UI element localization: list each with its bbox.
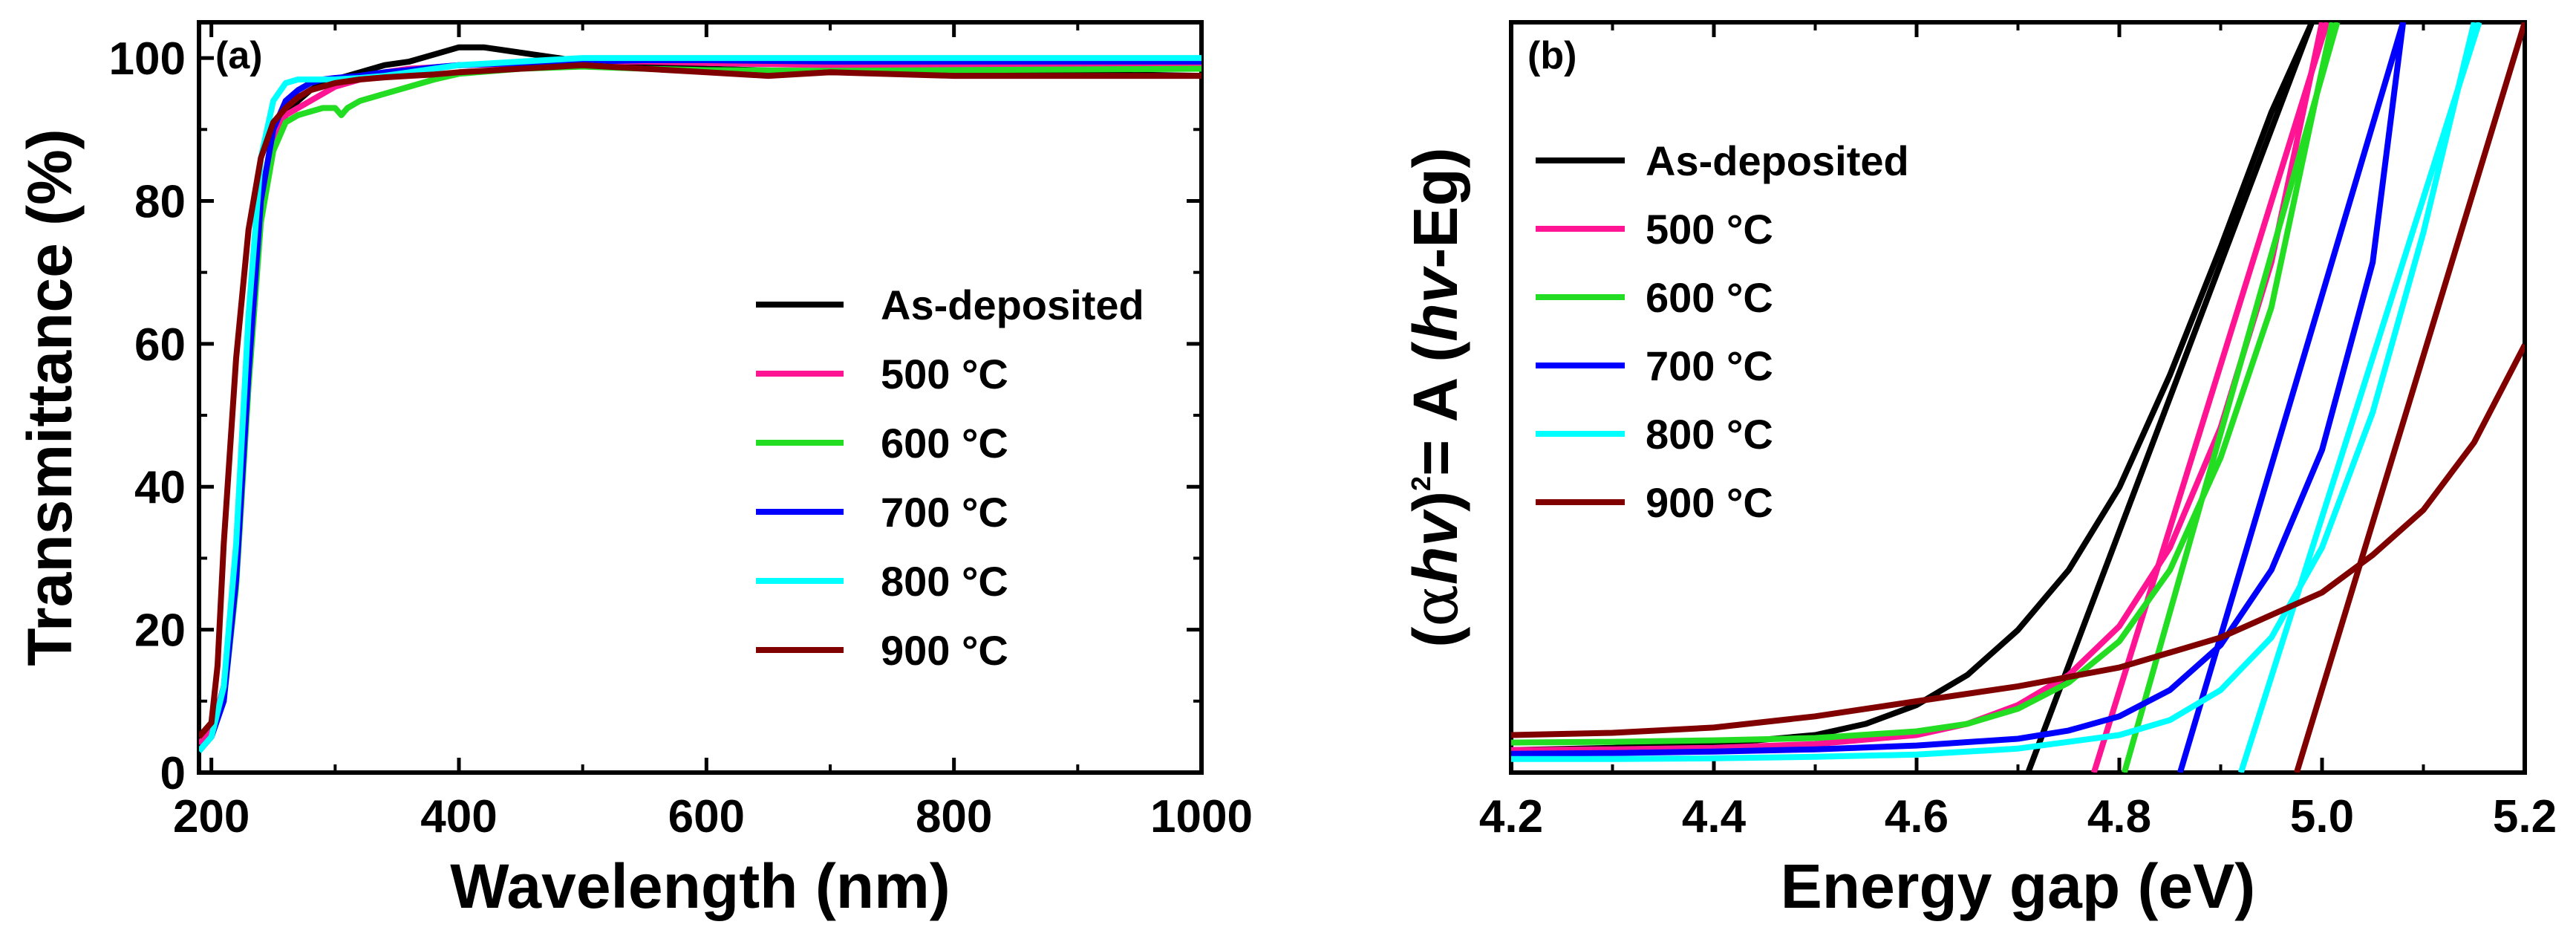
y-tick-label: 0 [160,748,186,799]
x-tick-label: 4.6 [1885,791,1949,842]
series-line-1 [199,58,1201,747]
panel-label: (a) [215,34,263,77]
series-line-4 [199,55,1201,753]
x-tick-label: 4.4 [1682,791,1747,842]
ylabel-close: ) [1401,491,1470,512]
legend-label-0: As-deposited [881,282,1144,328]
tangent-line-1 [2091,22,2330,773]
panel-b: 4.2 4.4 4.6 4.8 5.0 5.2 (b) Energy gap (eV) As-d… [1399,20,2557,921]
series-line-4 [1511,22,2477,762]
legend-label-3: 700 °C [881,489,1008,536]
tangent-line-3 [2177,22,2407,773]
ylabel-alpha: α [1399,585,1472,627]
series-line-3 [1511,22,2407,757]
ylabel-sup: 2 [1406,476,1436,491]
series-line-2 [1511,22,2335,746]
legend-label-5: 900 °C [881,627,1008,674]
legend-label-1: 500 °C [881,351,1008,397]
y-tick-label: 20 [134,605,186,657]
ylabel-eq: = A ( [1401,342,1470,476]
x-tick-label: 4.2 [1479,791,1543,842]
legend-label-2: 600 °C [1646,274,1773,321]
legend-label-2: 600 °C [881,420,1008,467]
x-tick-label: 5.2 [2493,791,2557,842]
plot-frame [197,20,1204,775]
series-line-3 [199,57,1201,753]
panel-a: 200 400 600 800 1000 0 20 40 60 80 100 (a) Wavelengt… [15,20,1253,921]
x-tick-label: 5.0 [2290,791,2354,842]
x-tick-label: 600 [668,791,745,842]
x-axis-label: Wavelength (nm) [450,851,950,921]
x-tick-label: 4.8 [2087,791,2151,842]
tangent-line-5 [2294,22,2525,773]
ylabel-open: ( [1401,627,1470,648]
series-line-5 [1511,343,2525,738]
y-axis-label: Transmittance (%) [15,129,85,666]
y-tick-label: 60 [134,319,186,371]
legend-label-4: 800 °C [1646,411,1773,458]
x-tick-label: 800 [916,791,992,842]
x-tick-label: 1000 [1150,791,1253,842]
legend-label-5: 900 °C [1646,479,1773,526]
tangent-line-0 [2025,22,2315,773]
legend-label-3: 700 °C [1646,342,1773,389]
x-tick-label: 200 [173,791,250,842]
tangent-line-4 [2237,22,2482,773]
x-tick-label: 400 [420,791,497,842]
series-line-2 [199,63,1201,753]
y-tick-label: 40 [134,462,186,513]
y-axis-label: (αhv)2= A (hv-Eg) [1399,147,1472,647]
series-line-0 [1511,22,2315,753]
panel-label: (b) [1527,34,1576,77]
y-tick-label: 80 [134,176,186,227]
legend-label-0: As-deposited [1646,137,1909,184]
legend-label-1: 500 °C [1646,206,1773,253]
x-axis-label: Energy gap (eV) [1781,851,2255,921]
tangent-line-2 [2121,22,2341,773]
ylabel-tail: -Eg) [1401,147,1470,268]
y-tick-label: 100 [109,33,186,85]
series-line-0 [199,44,1201,747]
ylabel-hv: hv [1401,509,1470,585]
series-line-5 [199,62,1201,739]
legend-label-4: 800 °C [881,558,1008,605]
ylabel-hv2: hv [1401,265,1470,341]
